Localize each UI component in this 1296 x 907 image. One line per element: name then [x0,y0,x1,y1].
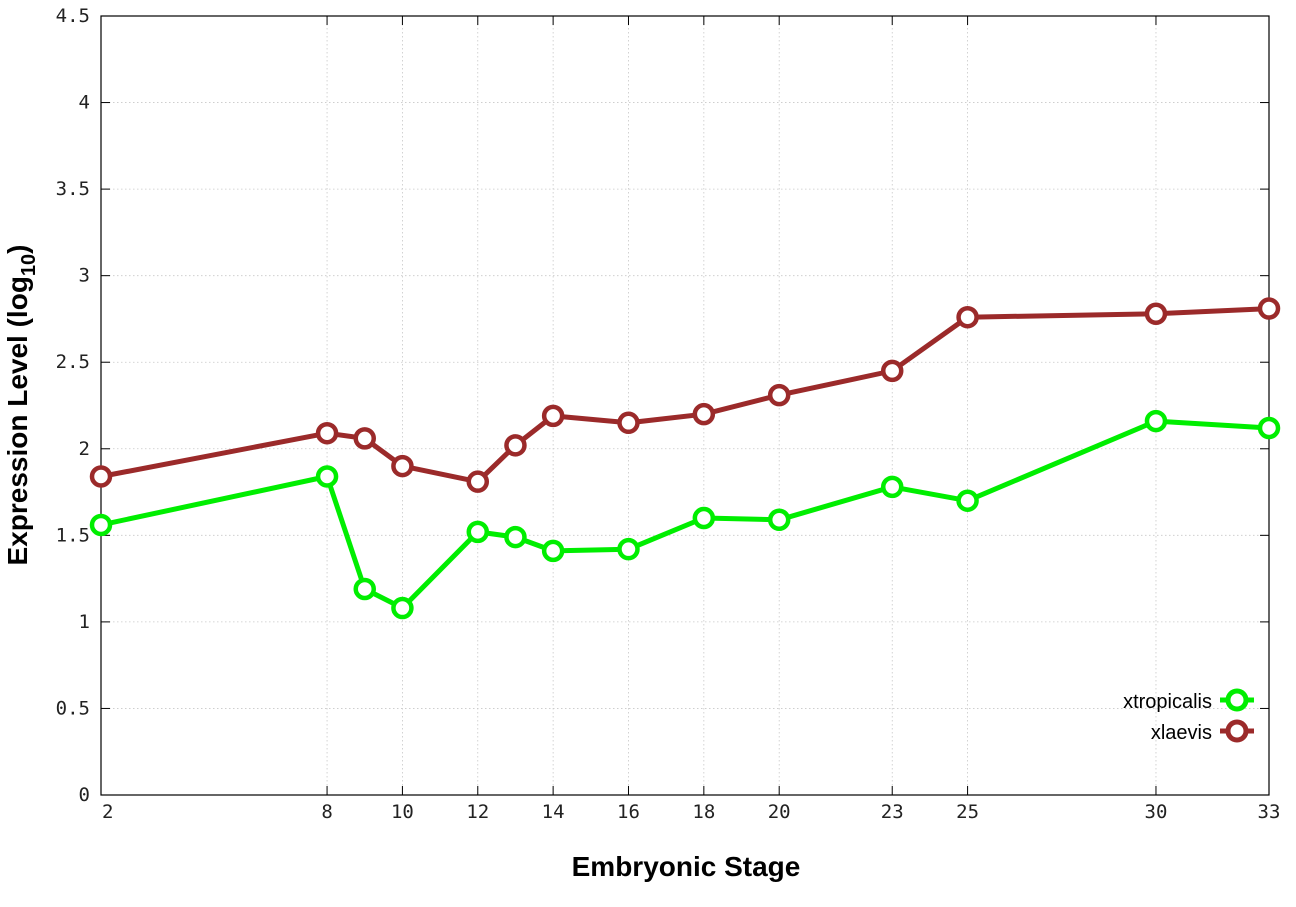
x-tick-label: 10 [391,801,414,823]
data-point [1144,302,1168,326]
data-point [617,411,640,435]
x-tick-label: 30 [1145,801,1168,823]
y-axis-title-subscript: 10 [18,254,40,276]
x-tick-label: 33 [1258,801,1281,823]
legend-label-xtropicalis: xtropicalis [1123,691,1212,713]
data-point [767,508,791,532]
series-xtropicalis [89,409,1281,620]
data-point [391,454,414,478]
data-point [466,470,490,493]
data-point [956,489,979,512]
legend-entry-xtropicalis: xtropicalis [1123,688,1254,713]
x-tick-label: 16 [617,801,640,823]
series-xlaevis [89,297,1281,493]
x-tick-label: 12 [466,801,489,823]
data-point [880,475,904,499]
data-point [353,427,376,450]
data-point [1144,409,1168,433]
y-tick-label: 0 [79,784,90,806]
y-tick-label: 4.5 [56,5,90,27]
data-point [504,525,527,549]
data-point [541,404,565,428]
legend-marker-xtropicalis [1225,688,1249,712]
y-tick-label: 0.5 [56,697,90,719]
x-tick-label: 25 [956,801,979,823]
y-tick-label: 1 [79,611,90,633]
data-point [315,421,339,445]
data-point [956,305,979,329]
data-point [541,539,565,563]
y-axis-title-close: ) [2,245,33,254]
data-point [1257,297,1281,320]
data-point [504,434,527,457]
y-tick-label: 2 [79,438,90,460]
y-tick-label: 3.5 [56,178,90,200]
legend: xtropicalis xlaevis [1123,688,1254,744]
series-line-xlaevis [100,306,1270,485]
data-point [391,596,414,620]
y-axis-title: Expression Level (log10) [2,245,40,566]
data-point [315,465,339,488]
data-point [89,465,113,488]
x-tick-label: 8 [321,801,332,823]
data-point [1257,416,1281,440]
axis-ticks: 0 0.5 1 1.5 2 2.5 3 3.5 4 4.5 2 8 10 12 14 16 18 20 23 25 30… [56,5,1281,823]
x-tick-label: 20 [768,801,791,823]
y-tick-label: 4 [79,92,90,114]
data-point [466,520,490,544]
y-tick-label: 2.5 [56,351,90,373]
legend-entry-xlaevis: xlaevis [1151,719,1254,744]
legend-marker-xlaevis [1225,719,1249,743]
data-point [89,513,113,537]
x-tick-label: 14 [542,801,565,823]
plot-frame [100,15,1270,796]
x-tick-label: 23 [881,801,904,823]
y-tick-label: 1.5 [56,524,90,546]
grid [101,16,1269,795]
x-tick-label: 18 [692,801,715,823]
data-point [692,506,716,530]
data-point [692,402,716,426]
series-lines [89,297,1281,620]
data-point [617,537,640,561]
x-tick-label: 2 [102,801,113,823]
data-point [353,577,376,601]
x-axis-title: Embryonic Stage [572,851,801,882]
y-tick-label: 3 [79,265,90,287]
data-point [767,383,791,407]
data-point [880,359,904,383]
legend-label-xlaevis: xlaevis [1151,722,1212,744]
